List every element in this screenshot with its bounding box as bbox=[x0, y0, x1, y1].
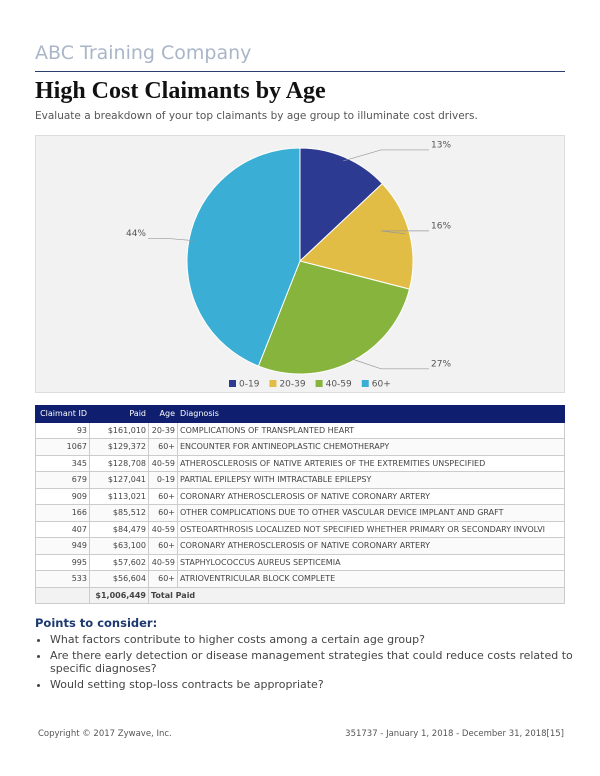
table-cell: 995 bbox=[35, 553, 90, 571]
table-cell: 1067 bbox=[35, 438, 90, 456]
table-cell: 60+ bbox=[148, 570, 178, 588]
table-cell: $129,372 bbox=[89, 438, 149, 456]
table-cell: 40-59 bbox=[148, 520, 178, 538]
table-cell: $84,479 bbox=[89, 520, 149, 538]
table-row: 533 $56,604 60+ ATRIOVENTRICULAR BLOCK COMP… bbox=[35, 570, 565, 588]
table-cell: 60+ bbox=[148, 537, 178, 555]
table-cell: COMPLICATIONS OF TRANSPLANTED HEART bbox=[177, 421, 565, 439]
table-cell: $127,041 bbox=[89, 471, 149, 489]
legend-label: 0-19 bbox=[239, 380, 260, 390]
table-cell bbox=[35, 586, 90, 604]
table-cell: 679 bbox=[35, 471, 90, 489]
leader-line bbox=[380, 230, 429, 235]
table-cell: 60+ bbox=[148, 504, 178, 522]
table-row: 679 $127,041 0-19 PARTIAL EPILEPSY WITH IMT… bbox=[35, 471, 565, 489]
points-heading: Points to consider: bbox=[35, 616, 158, 630]
table-cell: ATHEROSCLEROSIS OF NATIVE ARTERIES OF TH… bbox=[177, 454, 565, 472]
legend-swatch bbox=[269, 380, 277, 387]
table-cell: 40-59 bbox=[148, 454, 178, 472]
table-cell: $56,604 bbox=[89, 570, 149, 588]
table-row: 995 $57,602 40-59 STAPHYLOCOCCUS AUREUS SEP… bbox=[35, 553, 565, 571]
table-cell: CORONARY ATHEROSCLEROSIS OF NATIVE CORON… bbox=[177, 487, 565, 505]
leader-line bbox=[349, 357, 429, 370]
leader-line bbox=[148, 237, 193, 241]
table-cell: 20-39 bbox=[148, 421, 178, 439]
column-header: Claimant ID bbox=[35, 405, 90, 423]
column-header: Diagnosis bbox=[177, 405, 565, 423]
legend-label: 20-39 bbox=[279, 380, 305, 390]
table-cell: ATRIOVENTRICULAR BLOCK COMPLETE bbox=[177, 570, 565, 588]
table-row: 93 $161,010 20-39 COMPLICATIONS OF TRANSPLA… bbox=[35, 421, 565, 439]
table-body: 93 $161,010 20-39 COMPLICATIONS OF TRANSPLA… bbox=[35, 421, 565, 604]
point-item: Would setting stop-loss contracts be app… bbox=[50, 678, 580, 691]
table-row: 949 $63,100 60+ CORONARY ATHEROSCLEROSIS OF… bbox=[35, 537, 565, 555]
subtitle: Evaluate a breakdown of your top claiman… bbox=[35, 110, 478, 122]
legend-label: 60+ bbox=[372, 380, 391, 390]
pie-chart: 13% 16% 27% 44% 0-19 20-39 40-59 60+ bbox=[126, 140, 451, 390]
report-info: 351737 - January 1, 2018 - December 31, … bbox=[345, 729, 564, 739]
table-cell: OSTEOARTHROSIS LOCALIZED NOT SPECIFIED W… bbox=[177, 520, 565, 538]
table-cell: $57,602 bbox=[89, 553, 149, 571]
table-cell: 40-59 bbox=[148, 553, 178, 571]
table-cell: CORONARY ATHEROSCLEROSIS OF NATIVE CORON… bbox=[177, 537, 565, 555]
pie-slice bbox=[257, 260, 411, 375]
legend-label: 40-59 bbox=[326, 380, 352, 390]
chart-box: 13% 16% 27% 44% 0-19 20-39 40-59 60+ bbox=[35, 135, 565, 393]
copyright: Copyright © 2017 Zywave, Inc. bbox=[38, 729, 172, 739]
table-cell: 407 bbox=[35, 520, 90, 538]
claimants-table: Claimant ID Paid Age Diagnosis 93 $161,010 20… bbox=[35, 405, 565, 604]
header-row: Claimant ID Paid Age Diagnosis bbox=[35, 405, 565, 423]
pie-slice bbox=[299, 147, 384, 263]
company-name: ABC Training Company bbox=[35, 42, 252, 64]
table-cell: 949 bbox=[35, 537, 90, 555]
pie-slice bbox=[298, 182, 414, 290]
table-row: 166 $85,512 60+ OTHER COMPLICATIONS DUE TO … bbox=[35, 504, 565, 522]
table-cell: $113,021 bbox=[89, 487, 149, 505]
legend-swatch bbox=[229, 380, 236, 387]
page-title: High Cost Claimants by Age bbox=[35, 78, 326, 104]
table-cell: $128,708 bbox=[89, 454, 149, 472]
points-list: What factors contribute to higher costs … bbox=[35, 633, 580, 694]
table-cell: PARTIAL EPILEPSY WITH IMTRACTABLE EPILEP… bbox=[177, 471, 565, 489]
table-row: 1067 $129,372 60+ ENCOUNTER FOR ANTINEOPLAS… bbox=[35, 438, 565, 456]
header-rule bbox=[35, 71, 565, 72]
slice-label: 27% bbox=[431, 359, 451, 369]
table-row: 909 $113,021 60+ CORONARY ATHEROSCLEROSIS O… bbox=[35, 487, 565, 505]
slice-label: 16% bbox=[431, 221, 451, 231]
legend-swatch bbox=[315, 380, 323, 387]
table-row: 345 $128,708 40-59 ATHEROSCLEROSIS OF NATIV… bbox=[35, 454, 565, 472]
total-paid: $1,006,449 bbox=[89, 586, 149, 604]
slice-label: 44% bbox=[126, 229, 146, 239]
legend-swatch bbox=[361, 380, 369, 387]
table-cell: 533 bbox=[35, 570, 90, 588]
table-cell: 909 bbox=[35, 487, 90, 505]
table-cell: 60+ bbox=[148, 438, 178, 456]
table-cell: $63,100 bbox=[89, 537, 149, 555]
table-cell: OTHER COMPLICATIONS DUE TO OTHER VASCULA… bbox=[177, 504, 565, 522]
table-cell: 93 bbox=[35, 421, 90, 439]
table-cell: $161,010 bbox=[89, 421, 149, 439]
table-cell: ENCOUNTER FOR ANTINEOPLASTIC CHEMOTHERAP… bbox=[177, 438, 565, 456]
total-label: Total Paid bbox=[148, 586, 565, 604]
pie-slice bbox=[186, 147, 301, 367]
point-item: What factors contribute to higher costs … bbox=[50, 633, 580, 646]
table-cell: 60+ bbox=[148, 487, 178, 505]
table-cell: 166 bbox=[35, 504, 90, 522]
table-row: 407 $84,479 40-59 OSTEOARTHROSIS LOCALIZED … bbox=[35, 520, 565, 538]
table-cell: 0-19 bbox=[148, 471, 178, 489]
column-header: Age bbox=[148, 405, 178, 423]
slice-label: 13% bbox=[431, 140, 451, 150]
total-row: $1,006,449 Total Paid bbox=[35, 586, 565, 604]
leader-line bbox=[343, 149, 429, 162]
table-cell: 345 bbox=[35, 454, 90, 472]
table-cell: STAPHYLOCOCCUS AUREUS SEPTICEMIA bbox=[177, 553, 565, 571]
table-cell: $85,512 bbox=[89, 504, 149, 522]
column-header: Paid bbox=[89, 405, 149, 423]
point-item: Are there early detection or disease man… bbox=[50, 649, 580, 675]
